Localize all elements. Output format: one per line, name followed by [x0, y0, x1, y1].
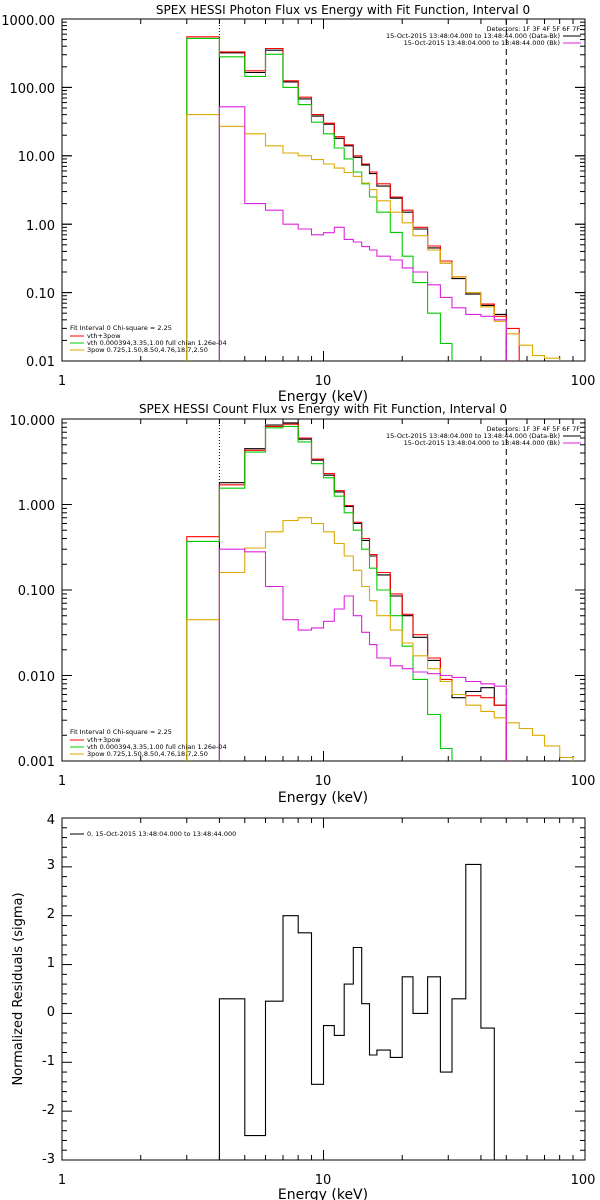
photon-flux-x-axis-label: Energy (keV) [278, 389, 368, 405]
photon-flux-series-line [186, 36, 520, 361]
residuals-series-line [218, 863, 507, 1161]
photon-flux-ticks [61, 18, 586, 362]
count-flux-y-tick-label: 0.100 [18, 584, 55, 599]
residuals-y-tick-label: -1 [42, 1054, 55, 1069]
count-flux-y-tick-label: 0.010 [18, 670, 55, 685]
count-flux-x-axis-label: Energy (keV) [278, 790, 368, 806]
count-flux-y-tick-label: 0.001 [18, 755, 55, 770]
count-flux-x-tick-label: 100 [571, 774, 596, 789]
residuals-ticks [61, 817, 586, 1161]
photon-flux-y-tick-label: 0.10 [26, 287, 55, 302]
count-flux-legend-entry: vth 0.000394,3.35,1.00 full chian 1.26e-… [87, 743, 227, 751]
photon-flux-series-line [218, 106, 507, 361]
photon-flux-y-tick-label: 10.00 [18, 150, 55, 165]
photon-flux-legend-entry: vth 0.000394,3.35,1.00 full chian 1.26e-… [87, 339, 227, 347]
photon-flux-y-tick-label: 0.01 [26, 355, 55, 370]
count-flux-series-line [218, 548, 507, 761]
count-flux-legend-entry: 15-Oct-2015 13:48:04.000 to 13:48:44.000… [386, 432, 560, 440]
photon-flux-y-tick-label: 1.00 [26, 219, 55, 234]
residuals-x-tick-label: 10 [315, 1173, 332, 1188]
photon-flux-series-line [218, 49, 507, 361]
residuals-x-axis-label: Energy (keV) [278, 1187, 368, 1200]
photon-flux-panel: SPEX HESSI Photon Flux vs Energy with Fi… [1, 3, 595, 405]
residuals-y-tick-label: 4 [47, 813, 55, 828]
photon-flux-legend-entry: 15-Oct-2015 13:48:04.000 to 13:48:44.000… [386, 32, 560, 40]
residuals-panel: 1 10 100 Energy (keV) -3 -2 -1 0 1 2 3 4… [11, 813, 595, 1200]
photon-flux-legend-entry: 3pow 0.725,1.50,8.50,4.76,18.7,2.50 [87, 346, 208, 354]
count-flux-series-line [186, 517, 574, 761]
photon-flux-series [186, 36, 561, 361]
photon-flux-detectors-note: Detectors: 1F 3F 4F 5F 6F 7F [486, 25, 580, 33]
count-flux-series [186, 422, 574, 761]
count-flux-legend-entry: 3pow 0.725,1.50,8.50,4.76,18.7,2.50 [87, 750, 208, 758]
photon-flux-series-line [186, 37, 453, 361]
residuals-y-tick-label: 3 [47, 858, 55, 873]
count-flux-x-tick-label: 10 [315, 774, 332, 789]
residuals-series [218, 863, 507, 1161]
residuals-y-tick-label: 0 [47, 1005, 55, 1020]
residuals-x-tick-label: 100 [571, 1173, 596, 1188]
photon-flux-x-tick-label: 10 [315, 374, 332, 389]
photon-flux-y-tick-label: 100.00 [10, 82, 56, 97]
count-flux-legend-entry: vth+3pow [87, 736, 121, 744]
count-flux-series-line [186, 423, 507, 761]
count-flux-title: SPEX HESSI Count Flux vs Energy with Fit… [139, 402, 507, 416]
count-flux-series-line [186, 425, 453, 761]
count-flux-fit-range-lines [218, 419, 507, 761]
residuals-y-tick-label: 2 [47, 907, 55, 922]
residuals-y-tick-label: -2 [42, 1103, 55, 1118]
residuals-legend-entry: 0. 15-Oct-2015 13:48:04.000 to 13:48:44.… [87, 830, 236, 838]
residuals-plot-frame [61, 817, 586, 1161]
count-flux-ticks [61, 418, 586, 762]
photon-flux-x-tick-label: 1 [58, 374, 66, 389]
count-flux-x-tick-label: 1 [58, 774, 66, 789]
count-flux-y-tick-label: 10.000 [10, 414, 56, 429]
count-flux-fit-info: Fit Interval 0 Chi-square = 2.25 [70, 728, 172, 736]
residuals-y-axis-label: Normalized Residuals (sigma) [11, 892, 26, 1085]
residuals-y-tick-label: 1 [47, 956, 55, 971]
photon-flux-legend-entry: 15-Oct-2015 13:48:04.000 to 13:48:44.000… [404, 39, 560, 47]
residuals-x-tick-label: 1 [58, 1173, 66, 1188]
count-flux-series-line [218, 422, 507, 761]
photon-flux-x-tick-label: 100 [571, 374, 596, 389]
count-flux-legend-entry: 15-Oct-2015 13:48:04.000 to 13:48:44.000… [404, 439, 560, 447]
photon-flux-series-line [186, 114, 561, 361]
photon-flux-legend-entry: vth+3pow [87, 332, 121, 340]
photon-flux-title: SPEX HESSI Photon Flux vs Energy with Fi… [156, 3, 530, 17]
count-flux-panel: SPEX HESSI Count Flux vs Energy with Fit… [10, 402, 596, 806]
residuals-y-tick-label: -3 [42, 1152, 55, 1167]
photon-flux-fit-info: Fit Interval 0 Chi-square = 2.25 [70, 324, 172, 332]
count-flux-y-tick-label: 1.000 [18, 499, 55, 514]
photon-flux-y-tick-label: 1000.00 [1, 14, 55, 29]
count-flux-detectors-note: Detectors: 1F 3F 4F 5F 6F 7F [486, 425, 580, 433]
